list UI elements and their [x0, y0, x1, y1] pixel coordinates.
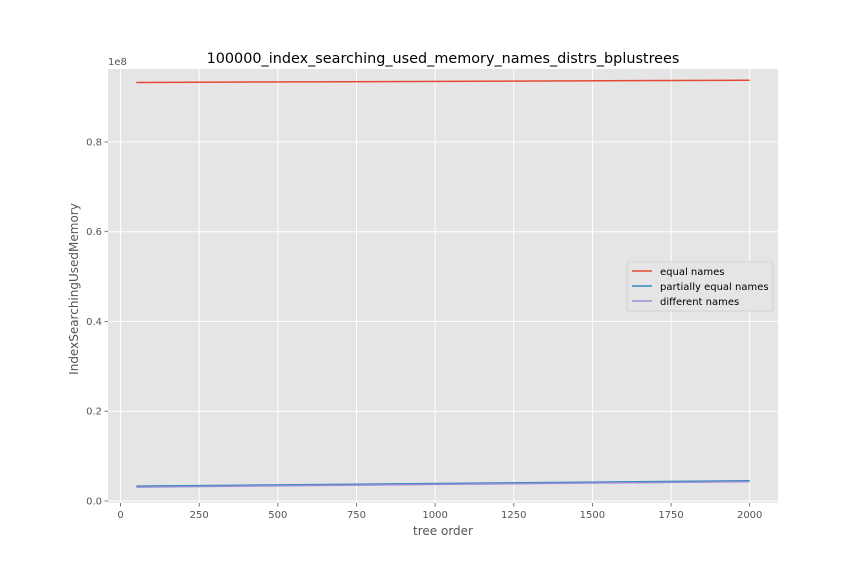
x-axis-ticks: 0 250 500 750 1000 1250 1500 1750 2000 — [117, 503, 762, 521]
x-tick-label: 500 — [268, 510, 287, 521]
x-tick-label: 750 — [347, 510, 366, 521]
series-line-equal-names — [136, 79, 750, 84]
x-tick-label: 1750 — [658, 510, 683, 521]
legend-label-different-names: different names — [660, 297, 739, 308]
legend-label-equal-names: equal names — [660, 267, 725, 278]
y-axis-ticks: 0.0 0.2 0.4 0.6 0.8 — [86, 137, 108, 507]
y-tick-label: 0.6 — [86, 227, 102, 238]
series-lines — [136, 79, 750, 488]
y-offset-label: 1e8 — [108, 57, 127, 68]
x-tick-label: 2000 — [737, 510, 762, 521]
x-tick-label: 1250 — [501, 510, 526, 521]
legend-label-partially-equal-names: partially equal names — [660, 282, 769, 293]
series-line-partially-equal-names — [136, 480, 750, 487]
chart-title: 100000_index_searching_used_memory_names… — [207, 51, 680, 67]
x-tick-label: 250 — [190, 510, 209, 521]
y-tick-label: 0.0 — [86, 496, 102, 507]
x-axis-label: tree order — [413, 524, 473, 538]
series-line-different-names — [136, 480, 750, 488]
x-tick-label: 1500 — [580, 510, 605, 521]
y-axis-label: IndexSearchingUsedMemory — [67, 203, 81, 375]
legend: equal names partially equal names differ… — [626, 261, 774, 312]
grid — [108, 69, 778, 503]
y-tick-label: 0.2 — [86, 407, 102, 418]
x-tick-label: 0 — [117, 510, 123, 521]
x-tick-label: 1000 — [422, 510, 447, 521]
y-tick-label: 0.8 — [86, 137, 102, 148]
y-tick-label: 0.4 — [86, 317, 102, 328]
legend-box — [626, 261, 774, 312]
